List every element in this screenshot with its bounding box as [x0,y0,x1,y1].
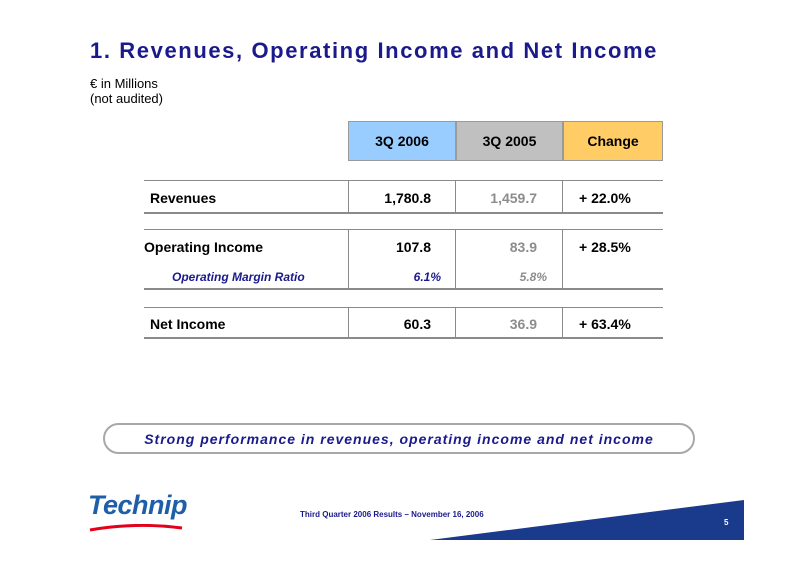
value-change: + 28.5% [579,239,631,255]
technip-logo: Technip [88,490,188,532]
value-change: + 63.4% [579,316,631,332]
column-header-3q2006: 3Q 2006 [348,121,456,161]
footer-band-shape [430,500,744,540]
highlight-banner: Strong performance in revenues, operatin… [103,423,695,454]
table-row-operating-income: Operating Income 107.8 83.9 + 28.5% Oper… [144,229,663,290]
table-row-revenues: Revenues 1,780.8 1,459.7 + 22.0% [144,180,663,214]
row-label: Net Income [150,316,226,332]
title-number: 1. [90,38,112,63]
banner-text: Strong performance in revenues, operatin… [144,430,654,447]
value-3q2006: 107.8 [395,239,431,255]
value-3q2006: 60.3 [403,316,431,332]
page-number: 5 [724,518,729,527]
margin-3q2006: 6.1% [413,270,441,284]
value-3q2005: 1,459.7 [490,190,537,206]
currency-note: € in Millions [90,76,158,91]
margin-label: Operating Margin Ratio [172,270,305,284]
table-row-net-income: Net Income 60.3 36.9 + 63.4% [144,307,663,339]
value-3q2005: 36.9 [509,316,537,332]
value-change: + 22.0% [579,190,631,206]
value-3q2005: 83.9 [509,239,537,255]
logo-swoosh-icon [89,524,183,532]
footer-text: Third Quarter 2006 Results – November 16… [300,510,484,519]
title-text: Revenues, Operating Income and Net Incom… [119,38,658,63]
page-title: 1. Revenues, Operating Income and Net In… [90,38,658,64]
margin-3q2005: 5.8% [519,270,547,284]
column-header-change: Change [563,121,663,161]
row-label: Operating Income [144,239,264,255]
column-header-3q2005: 3Q 2005 [456,121,563,161]
audit-note: (not audited) [90,91,163,106]
value-3q2006: 1,780.8 [384,190,431,206]
row-label: Revenues [150,190,217,206]
